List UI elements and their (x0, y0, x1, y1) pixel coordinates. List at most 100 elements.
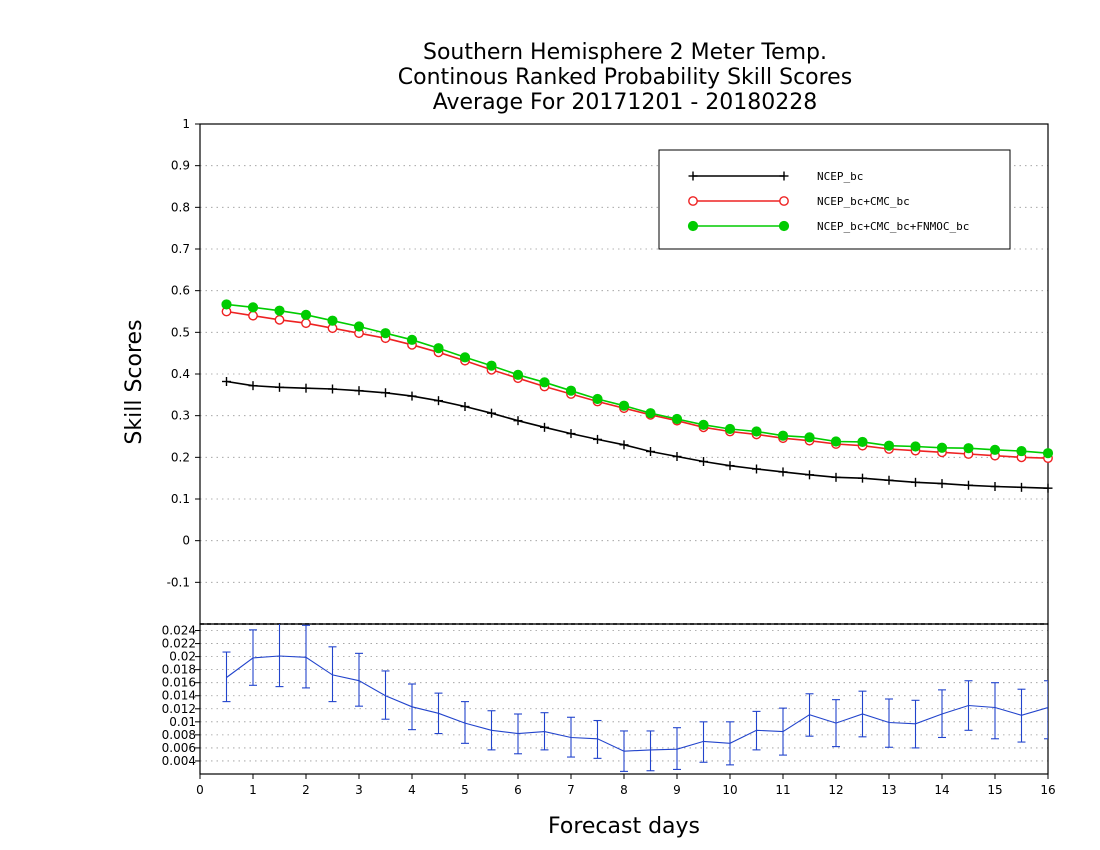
series-point (354, 386, 364, 396)
legend: NCEP_bc NCEP_bc+CMC_bc NCEP_bc+CMC_bc+FNMO… (658, 149, 1011, 250)
series-point (805, 470, 814, 480)
difference-y-tick-label: 0.016 (162, 676, 196, 690)
x-tick-label: 8 (620, 783, 628, 797)
title-line-2: Continous Ranked Probability Skill Score… (398, 65, 852, 90)
main-y-tick-label: 0.1 (171, 492, 190, 506)
series-point (990, 482, 1000, 491)
x-tick-label: 6 (514, 783, 522, 797)
error-bar (514, 713, 522, 755)
series-point (513, 416, 523, 426)
legend-marker-start (687, 220, 699, 232)
series-point (724, 423, 736, 435)
difference-plot (222, 624, 1048, 772)
error-bar (620, 730, 628, 772)
series-point (460, 402, 470, 411)
legend-marker-start (688, 196, 698, 206)
legend-marker-end (779, 196, 789, 206)
error-bar (249, 629, 257, 686)
series-point (539, 377, 550, 388)
series-point (618, 400, 630, 411)
series-point (777, 430, 789, 441)
series-point (831, 472, 841, 482)
series-point (301, 383, 311, 393)
error-bar (434, 692, 443, 735)
chart-title: Southern Hemisphere 2 Meter Temp. Contin… (398, 40, 852, 115)
main-series (221, 299, 1054, 493)
series-point (592, 393, 603, 405)
series-line (226, 310, 1049, 459)
legend-entry-0: NCEP_bc (688, 170, 863, 183)
x-tick-label: 0 (196, 783, 204, 797)
error-bar (567, 716, 575, 758)
difference-y-axis: 0.0040.0060.0080.010.0120.0140.0160.0180… (162, 624, 200, 768)
main-y-tick-label: 0.3 (171, 409, 190, 423)
series-2 (221, 299, 1054, 459)
series-point (222, 377, 231, 386)
x-tick-label: 5 (461, 783, 469, 797)
series-point (566, 429, 576, 439)
series-point (752, 464, 761, 474)
series-point (353, 321, 365, 332)
series-point (857, 436, 868, 448)
error-bar (726, 721, 734, 766)
series-point (698, 419, 709, 430)
series-point (778, 467, 788, 477)
series-point (964, 480, 973, 490)
error-bar (646, 730, 655, 772)
series-point (671, 413, 683, 425)
series-point (434, 396, 443, 406)
series-point (963, 443, 974, 454)
x-tick-label: 2 (302, 783, 310, 797)
series-point (858, 473, 867, 483)
main-y-tick-label: 1 (182, 117, 190, 131)
series-point (1043, 483, 1053, 493)
series-point (1042, 448, 1054, 459)
x-tick-label: 7 (567, 783, 575, 797)
x-tick-label: 14 (934, 783, 949, 797)
legend-label: NCEP_bc+CMC_bc (817, 195, 910, 208)
main-y-tick-label: -0.1 (167, 575, 190, 589)
difference-y-tick-label: 0.006 (162, 741, 196, 755)
difference-y-tick-label: 0.004 (162, 754, 196, 768)
series-point (247, 302, 259, 313)
difference-y-tick-label: 0.012 (162, 702, 196, 716)
series-point (830, 436, 842, 447)
title-line-1: Southern Hemisphere 2 Meter Temp. (423, 40, 827, 65)
series-point (248, 310, 258, 321)
main-y-tick-label: 0.2 (171, 450, 190, 464)
series-point (911, 477, 920, 487)
difference-y-tick-label: 0.01 (169, 715, 196, 729)
series-point (459, 352, 471, 363)
series-point (275, 382, 284, 392)
main-y-tick-label: 0.6 (171, 284, 190, 298)
series-point (936, 442, 948, 453)
error-bar (381, 670, 390, 720)
x-tick-label: 16 (1040, 783, 1055, 797)
x-tick-label: 9 (673, 783, 681, 797)
series-point (646, 447, 655, 456)
series-point (804, 432, 815, 443)
difference-line (226, 655, 1048, 752)
main-y-tick-label: 0.7 (171, 242, 190, 256)
x-tick-label: 1 (249, 783, 257, 797)
difference-y-tick-label: 0.008 (162, 728, 196, 742)
error-bar (408, 683, 416, 731)
main-y-tick-label: 0.9 (171, 159, 190, 173)
error-bar (885, 698, 893, 748)
series-point (221, 299, 232, 310)
series-line (226, 380, 1049, 489)
error-bar (1017, 688, 1026, 743)
series-point (751, 426, 762, 437)
main-y-axis: -0.1 0 0.1 0.2 0.3 0.4 0.5 0.6 0.7 0.8 0.9 1 (167, 117, 200, 589)
error-bar (964, 680, 973, 731)
series-point (487, 408, 496, 418)
main-y-tick-label: 0.4 (171, 367, 190, 381)
series-1 (221, 306, 1053, 464)
main-y-tick-label: 0 (182, 534, 190, 548)
series-point (433, 343, 444, 354)
legend-entry-1: NCEP_bc+CMC_bc (688, 195, 910, 208)
series-point (565, 385, 577, 396)
legend-label: NCEP_bc+CMC_bc+FNMOC_bc (817, 220, 969, 233)
error-bar (911, 699, 920, 749)
